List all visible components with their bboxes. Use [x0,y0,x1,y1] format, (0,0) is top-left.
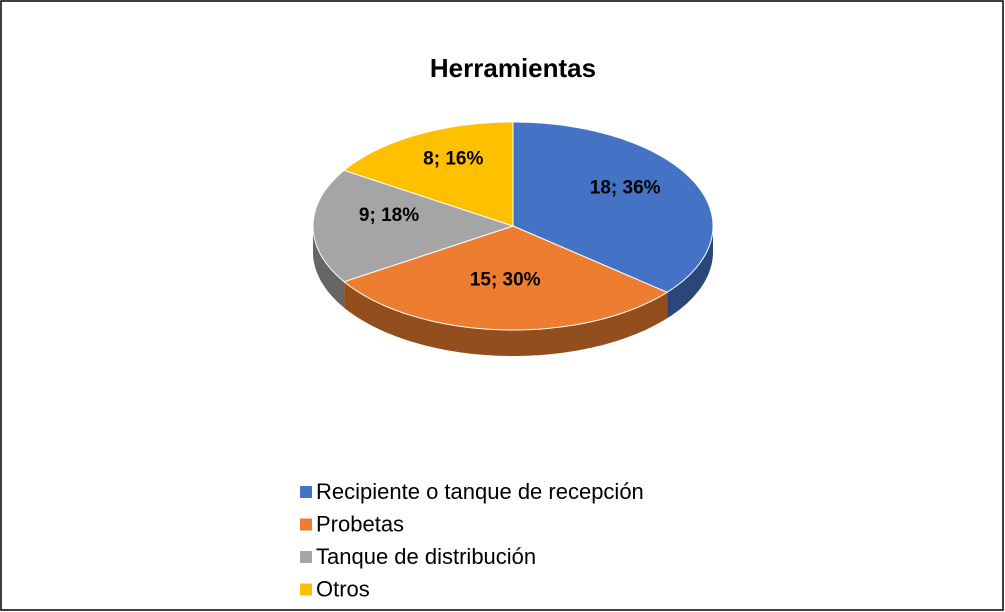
chart-title: Herramientas [430,53,596,83]
legend-label: Otros [316,576,370,601]
legend-label: Tanque de distribución [316,544,536,569]
slice-side [344,281,668,356]
pie-slice [312,169,515,283]
data-label: 9; 18% [359,205,419,226]
legend-label: Recipiente o tanque de recepción [316,479,644,504]
slice-side [667,226,713,319]
data-label: 18; 36% [590,178,661,199]
legend-swatch [300,486,312,498]
legend-swatch [300,583,312,596]
data-labels: 18; 36% 15; 30% 9; 18% 8; 16% [359,149,661,291]
data-label: 8; 16% [423,149,483,170]
legend-swatch [300,551,312,563]
legend: Recipiente o tanque de recepción Probetas… [300,479,644,601]
legend-label: Probetas [316,511,404,536]
pie-tops [312,121,714,331]
pie-slice [512,121,714,293]
legend-swatch [300,518,312,531]
pie-slice [343,121,514,227]
data-label: 15; 30% [470,269,541,290]
pie-slice [343,225,669,331]
